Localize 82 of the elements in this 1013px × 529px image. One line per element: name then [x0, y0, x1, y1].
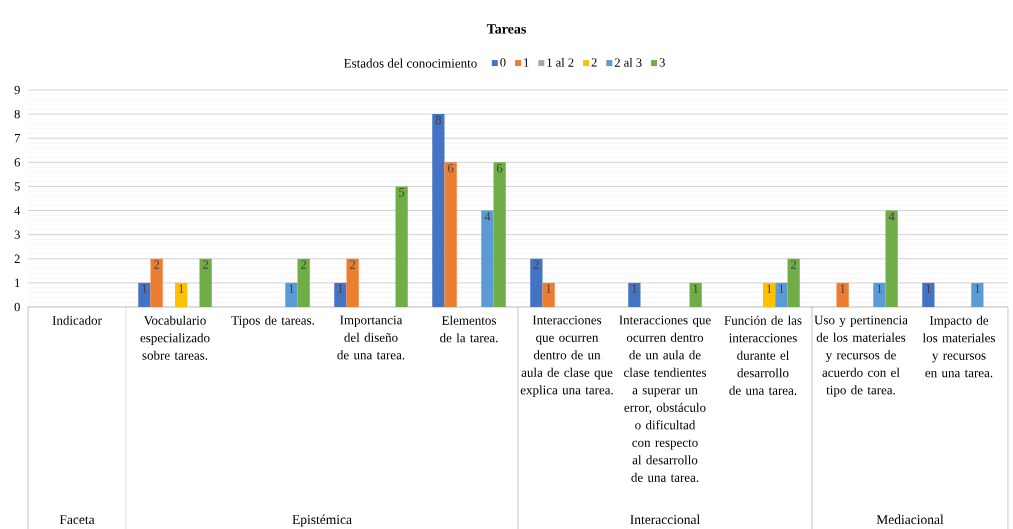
x-tick-label: Interacciones que ocurren dentro de un aula de clase que explica una tarea. [520, 315, 613, 398]
bar [628, 282, 641, 307]
data-label: 1 [546, 284, 552, 293]
x-tick-label: Importancia del diseño de una tarea. [337, 315, 405, 360]
x-tick-label: Uso y pertinencia de los materiales y recursos de acuerdo con el tipo de tarea. [814, 315, 908, 398]
data-label: 1 [877, 284, 882, 293]
legend-label: 1 [524, 58, 529, 67]
bar [493, 162, 506, 307]
bar [346, 258, 359, 307]
y-tick-label: 5 [14, 182, 20, 191]
y-tick-label: 7 [14, 134, 20, 143]
data-label: 1 [632, 284, 637, 293]
chart-title: Tareas [486, 24, 527, 34]
y-tick-label: 0 [14, 302, 20, 312]
bar [775, 282, 788, 307]
y-tick-label: 9 [14, 85, 20, 95]
text: Interaccional [630, 514, 700, 525]
bar [150, 258, 163, 307]
bar [481, 210, 494, 307]
text: Epistémica [292, 514, 352, 527]
data-label: 2 [154, 260, 160, 269]
bar [138, 282, 151, 307]
legend-label: 1 al 2 [547, 58, 574, 67]
y-tick-label: 6 [14, 158, 20, 167]
data-label: 2 [791, 260, 797, 269]
y-tick-label: 8 [14, 109, 20, 119]
data-label: 2 [203, 260, 209, 269]
bar [922, 282, 935, 307]
bar [297, 258, 310, 307]
data-label: 1 [779, 284, 784, 293]
data-label: 1 [179, 284, 184, 293]
x-tick-label: Vocabulario especializado sobre tareas. [140, 315, 210, 360]
bar [971, 282, 984, 307]
data-label: 1 [693, 284, 698, 293]
x-tick-label: Elementos de la tarea. [440, 315, 498, 343]
bar [395, 186, 408, 307]
legend-title: Estados del conocimiento [344, 58, 477, 68]
bar [199, 258, 212, 307]
data-label: 6 [448, 164, 454, 173]
bar [175, 282, 188, 307]
data-label: 5 [399, 188, 405, 197]
data-label: 1 [767, 284, 772, 293]
bar [285, 282, 298, 307]
data-label: 1 [142, 284, 147, 293]
bar [334, 282, 347, 307]
bar [763, 282, 776, 307]
bar [885, 210, 898, 307]
bar [689, 282, 702, 307]
data-label: 1 [926, 284, 931, 293]
legend-label: 3 [659, 58, 665, 67]
text: Mediacional [876, 514, 944, 525]
bar [787, 258, 800, 307]
data-label: 6 [497, 164, 503, 173]
data-label: 2 [301, 260, 307, 269]
data-label: 4 [484, 212, 491, 221]
data-label: 4 [888, 212, 895, 221]
bar [444, 162, 457, 307]
x-tick-label: Indicador [52, 315, 102, 325]
data-label: 1 [289, 284, 294, 293]
bar [542, 282, 555, 307]
y-tick-label: 4 [14, 206, 21, 215]
legend-label: 2 [591, 58, 597, 67]
y-tick-label: 2 [14, 254, 20, 263]
bar [432, 114, 445, 307]
legend-label: 0 [500, 58, 506, 67]
text: Faceta [59, 515, 95, 525]
data-label: 1 [840, 284, 845, 293]
data-label: 2 [533, 260, 539, 269]
legend-label: 2 al 3 [614, 58, 642, 67]
y-tick-label: 1 [15, 278, 20, 287]
data-label: 1 [975, 284, 980, 293]
y-tick-label: 3 [14, 230, 20, 239]
x-tick-label: Tipos de tareas. [231, 315, 314, 328]
data-label: 2 [350, 260, 356, 269]
x-tick-label: Impacto de los materiales y recursos en una tarea. [922, 315, 995, 378]
x-tick-label: Función de las interacciones durante el desarrollo de una tarea. [724, 315, 802, 395]
data-label: 8 [435, 115, 442, 125]
category-label: Interacciones que ocurren dentro de un aula de clase tendientes a superar un error, obstáculo o dificultad con respecto al desarrollo de una tarea. [619, 315, 711, 482]
bar [873, 282, 886, 307]
bar [530, 258, 543, 307]
bar [836, 282, 849, 307]
data-label: 1 [338, 284, 343, 293]
